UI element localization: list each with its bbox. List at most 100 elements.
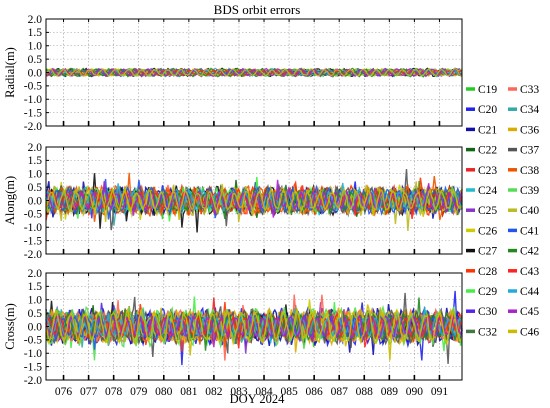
legend-item-C28: C28 [466,266,497,278]
legend-label: C39 [520,185,539,197]
subplot-crossm: 2.01.5 1.00.50.0 -0.5-1.0-1.5 -2.0 Cross(m) [3,268,463,387]
legend-label: C30 [478,306,497,318]
y-tick-label: 0.5 [28,54,43,66]
legend-label: C34 [520,104,539,116]
legend-item-C23: C23 [466,165,497,177]
y-tick-label: -1.5 [24,235,42,247]
legend-item-C27: C27 [466,246,497,258]
y-tick-label: 1.5 [28,281,43,293]
x-tick-label: 081 [180,386,198,398]
legend-label: C21 [478,124,497,136]
x-tick-label: 090 [406,386,424,398]
y-tick-label: -2.0 [24,249,42,261]
series-line-C46 [45,304,463,361]
y-tick-label: -1.0 [24,222,42,234]
subplot-radialm: 2.01.5 1.00.50.0 -0.5-1.0-1.5 -2.0 Radial(m) [3,14,463,133]
y-tick-label: 1.5 [28,155,43,167]
legend-label: C29 [478,286,497,298]
x-axis-label: DOY 2024 [230,392,285,406]
legend-label: C37 [520,145,539,157]
y-tick-label: -0.5 [24,335,42,347]
legend-item-C43: C43 [508,266,539,278]
y-axis-label: Along(m) [3,176,17,225]
y-tick-label: -2.0 [24,121,42,133]
y-tick-label: -0.5 [24,81,42,93]
y-tick-label: 2.0 [28,268,43,280]
y-tick-label: 0.0 [28,321,43,333]
legend-item-C20: C20 [466,104,497,116]
y-tick-label: -1.5 [24,361,42,373]
x-tick-label: 080 [155,386,173,398]
legend-item-C19: C19 [466,84,497,96]
legend-item-C46: C46 [508,326,539,338]
legend-item-C37: C37 [508,145,539,157]
legend-label: C40 [520,205,539,217]
legend-label: C26 [478,225,497,237]
legend-item-C36: C36 [508,124,539,136]
x-tick-label: 076 [55,386,73,398]
y-tick-label: 0.0 [28,67,43,79]
legend-item-C21: C21 [466,124,497,136]
y-axis-label: Radial(m) [3,47,17,98]
x-tick-label: 084 [255,386,273,398]
legend-item-C34: C34 [508,104,539,116]
legend-item-C38: C38 [508,165,539,177]
legend-label: C24 [478,185,497,197]
legend-label: C36 [520,124,539,136]
legend-item-C30: C30 [466,306,497,318]
x-tick-label: 082 [205,386,223,398]
y-axis-label: Cross(m) [3,303,17,350]
x-tick-label: 079 [130,386,148,398]
legend-label: C41 [520,225,539,237]
legend-item-C42: C42 [508,246,539,258]
x-tick-label: 088 [356,386,374,398]
legend-label: C27 [478,246,497,258]
chart-title: BDS orbit errors [214,2,301,17]
y-tick-label: 1.0 [28,169,43,181]
y-tick-label: 2.0 [28,142,43,154]
legend-item-C22: C22 [466,145,497,157]
legend-label: C20 [478,104,497,116]
legend-item-C29: C29 [466,286,497,298]
legend-item-C33: C33 [508,84,539,96]
legend-label: C45 [520,306,539,318]
y-tick-label: -1.5 [24,107,42,119]
legend-item-C32: C32 [466,326,497,338]
y-tick-label: 1.5 [28,27,43,39]
legend-label: C44 [520,286,539,298]
y-tick-label: 0.5 [28,308,43,320]
x-tick-label: 078 [105,386,123,398]
legend-label: C19 [478,84,497,96]
legend-item-C25: C25 [466,205,497,217]
y-tick-label: 0.0 [28,195,43,207]
series-line-C46 [45,67,462,78]
y-tick-label: 0.5 [28,182,43,194]
legend-item-C26: C26 [466,225,497,237]
legend-label: C32 [478,326,497,338]
series-line-C45 [45,313,463,347]
x-tick-label: 087 [331,386,349,398]
legend-label: C42 [520,246,539,258]
x-tick-label: 086 [306,386,324,398]
y-tick-label: 1.0 [28,41,43,53]
legend-label: C38 [520,165,539,177]
y-tick-label: -0.5 [24,209,42,221]
legend-label: C25 [478,205,497,217]
x-tick-label: 089 [381,386,399,398]
y-tick-label: 1.0 [28,295,43,307]
legend-item-C41: C41 [508,225,539,237]
legend-label: C22 [478,145,497,157]
y-tick-label: -1.0 [24,348,42,360]
x-tick-label: 083 [230,386,248,398]
y-tick-label: 2.0 [28,14,43,26]
series-line-C45 [45,179,463,218]
subplot-alongm: 2.01.5 1.00.50.0 -0.5-1.0-1.5 -2.0 Along(m) [3,142,463,261]
x-tick-label: 077 [80,386,98,398]
series-line-C45 [46,67,463,78]
x-tick-label: 091 [431,386,449,398]
legend-label: C46 [520,326,539,338]
legend-label: C33 [520,84,539,96]
legend-label: C43 [520,266,539,278]
legend-item-C39: C39 [508,185,539,197]
